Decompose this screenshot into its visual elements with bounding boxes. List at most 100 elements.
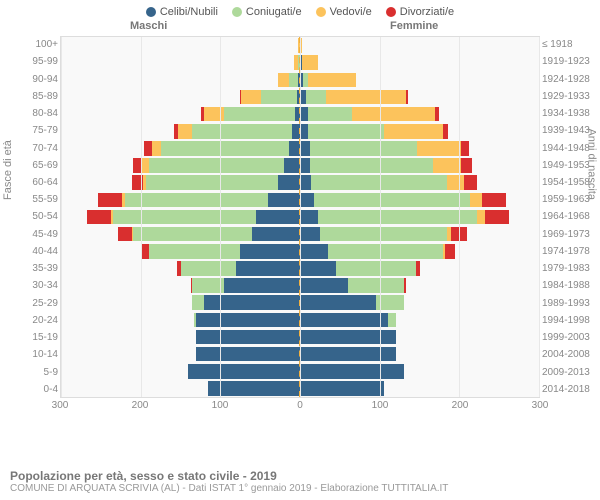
- male-bar: [61, 55, 300, 70]
- side-headers: Maschi Femmine: [0, 20, 600, 36]
- pyramid-container: Celibi/NubiliConiugati/eVedovi/eDivorzia…: [0, 0, 600, 500]
- birth-label: 1979-1983: [542, 260, 598, 277]
- seg-celibi: [300, 210, 318, 225]
- seg-coniugati: [289, 73, 299, 88]
- seg-coniugati: [161, 141, 288, 156]
- male-bar: [61, 193, 300, 208]
- seg-coniugati: [149, 244, 241, 259]
- age-label: 50-54: [2, 208, 58, 225]
- birth-label: 1984-1988: [542, 277, 598, 294]
- seg-celibi: [300, 364, 404, 379]
- female-bar: [300, 158, 539, 173]
- legend-swatch: [386, 7, 396, 17]
- seg-celibi: [196, 313, 300, 328]
- age-label: 65-69: [2, 157, 58, 174]
- seg-divorziati: [445, 244, 455, 259]
- x-tick-label: 200: [132, 400, 149, 411]
- age-label: 10-14: [2, 346, 58, 363]
- age-label: 100+: [2, 36, 58, 53]
- seg-coniugati: [328, 244, 444, 259]
- male-bar: [61, 330, 300, 345]
- female-bar: [300, 55, 539, 70]
- seg-celibi: [300, 261, 336, 276]
- legend-item: Vedovi/e: [316, 6, 372, 18]
- male-bar: [61, 295, 300, 310]
- seg-celibi: [196, 347, 300, 362]
- y-labels-age: 100+95-9990-9485-8980-8475-7970-7465-696…: [2, 36, 58, 398]
- seg-coniugati: [113, 210, 256, 225]
- seg-celibi: [208, 381, 300, 396]
- seg-celibi: [300, 227, 320, 242]
- female-bar: [300, 210, 539, 225]
- male-header: Maschi: [130, 20, 167, 32]
- seg-divorziati: [435, 107, 438, 122]
- seg-divorziati: [406, 90, 408, 105]
- seg-divorziati: [461, 158, 472, 173]
- seg-celibi: [240, 244, 300, 259]
- seg-celibi: [252, 227, 300, 242]
- seg-coniugati: [348, 278, 404, 293]
- seg-vedovi: [433, 158, 461, 173]
- seg-coniugati: [310, 158, 433, 173]
- birth-label: 2009-2013: [542, 363, 598, 380]
- seg-divorziati: [141, 244, 149, 259]
- seg-celibi: [300, 278, 348, 293]
- seg-celibi: [284, 158, 300, 173]
- legend-label: Divorziati/e: [400, 6, 454, 18]
- seg-coniugati: [308, 107, 352, 122]
- x-tick-label: 0: [297, 400, 303, 411]
- seg-divorziati: [443, 124, 448, 139]
- seg-coniugati: [125, 193, 268, 208]
- seg-divorziati: [144, 141, 152, 156]
- seg-divorziati: [464, 175, 477, 190]
- birth-label: 1954-1958: [542, 174, 598, 191]
- seg-celibi: [300, 141, 310, 156]
- female-bar: [300, 330, 539, 345]
- female-bar: [300, 90, 539, 105]
- birth-label: 1969-1973: [542, 226, 598, 243]
- age-label: 80-84: [2, 105, 58, 122]
- seg-vedovi: [417, 141, 461, 156]
- male-bar: [61, 124, 300, 139]
- seg-celibi: [204, 295, 300, 310]
- age-label: 35-39: [2, 260, 58, 277]
- seg-divorziati: [461, 141, 469, 156]
- seg-coniugati: [314, 193, 469, 208]
- seg-divorziati: [87, 210, 111, 225]
- male-bar: [61, 210, 300, 225]
- age-label: 15-19: [2, 329, 58, 346]
- seg-celibi: [224, 278, 300, 293]
- seg-coniugati: [310, 141, 418, 156]
- seg-celibi: [300, 193, 314, 208]
- legend-item: Divorziati/e: [386, 6, 454, 18]
- seg-vedovi: [278, 73, 289, 88]
- seg-coniugati: [306, 90, 326, 105]
- seg-divorziati: [98, 193, 122, 208]
- age-label: 55-59: [2, 191, 58, 208]
- legend-label: Coniugati/e: [246, 6, 302, 18]
- seg-celibi: [300, 330, 396, 345]
- age-label: 30-34: [2, 277, 58, 294]
- birth-label: 2014-2018: [542, 381, 598, 398]
- seg-celibi: [300, 158, 310, 173]
- birth-label: ≤ 1918: [542, 36, 598, 53]
- female-bar: [300, 124, 539, 139]
- female-bar: [300, 261, 539, 276]
- seg-celibi: [278, 175, 300, 190]
- seg-vedovi: [477, 210, 485, 225]
- gridline: [459, 37, 460, 397]
- legend-swatch: [316, 7, 326, 17]
- birth-label: 2004-2008: [542, 346, 598, 363]
- age-label: 90-94: [2, 70, 58, 87]
- birth-label: 1924-1928: [542, 70, 598, 87]
- male-bar: [61, 261, 300, 276]
- plot-area: [60, 36, 540, 398]
- male-bar: [61, 364, 300, 379]
- x-tick-label: 300: [532, 400, 549, 411]
- gridline: [61, 37, 62, 397]
- male-bar: [61, 244, 300, 259]
- female-bar: [300, 313, 539, 328]
- gridline: [141, 37, 142, 397]
- seg-coniugati: [261, 90, 297, 105]
- seg-celibi: [196, 330, 300, 345]
